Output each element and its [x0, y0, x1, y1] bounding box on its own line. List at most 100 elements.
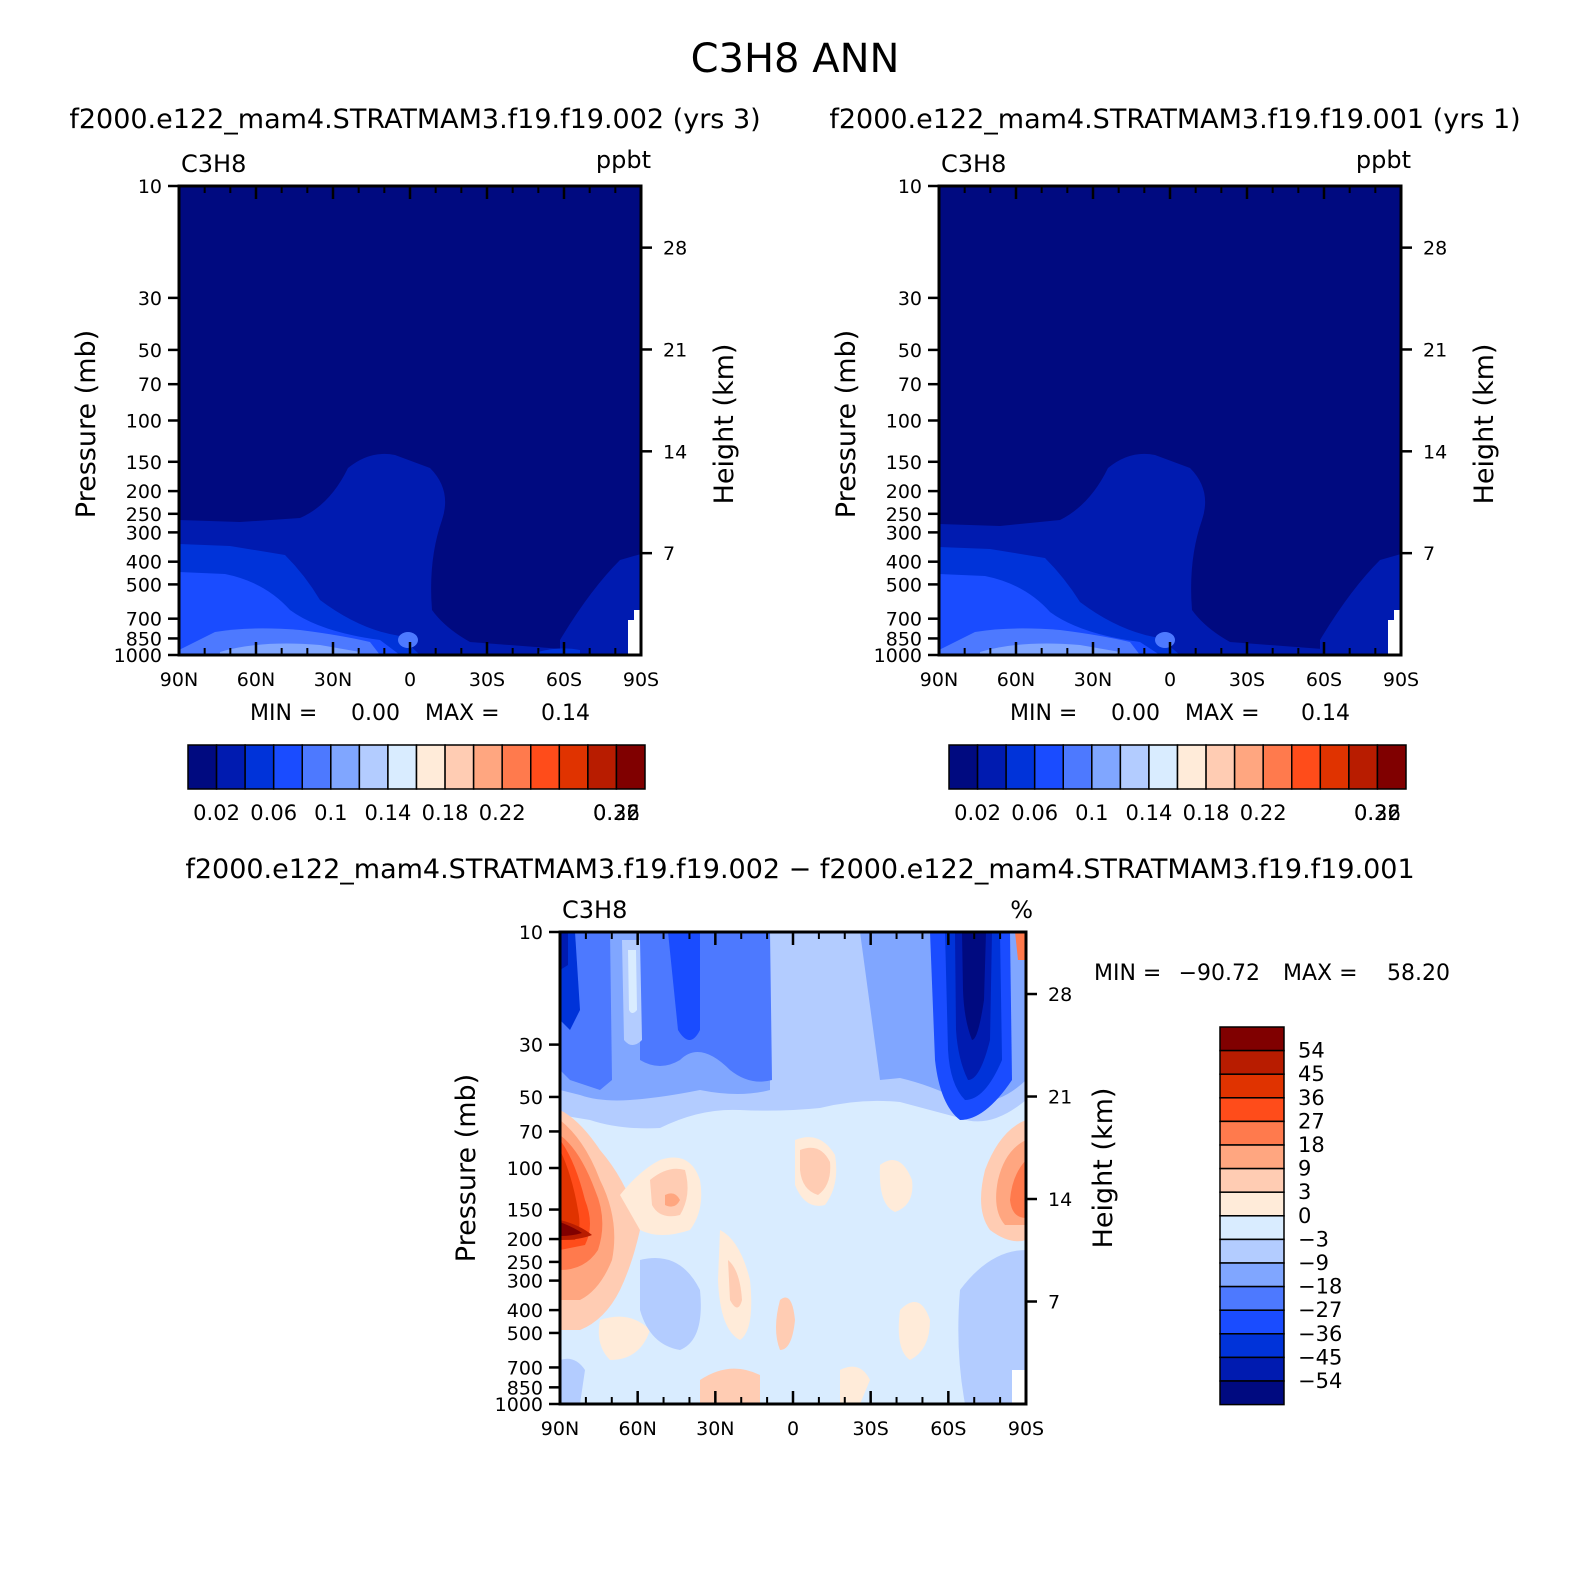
- left-ytick-label: 1000: [114, 645, 162, 667]
- left-xtick-label: 90S: [623, 669, 659, 691]
- right-ytick-label: 50: [898, 340, 922, 362]
- diff-colorbar-label: −36: [1298, 1322, 1342, 1346]
- left-colorbar-swatch: [530, 744, 561, 790]
- left-colorbar-label: 0.32: [593, 801, 640, 825]
- right-colorbar-swatch: [1062, 744, 1093, 790]
- left-colorbar-swatch: [615, 744, 646, 790]
- left-ytick-label: 70: [138, 374, 162, 396]
- diff-xtick-label: 0: [787, 1418, 799, 1440]
- diff-colorbar-label: −9: [1298, 1251, 1329, 1275]
- diff-ytick-label: 1000: [495, 1394, 543, 1416]
- left-xtick-label: 30S: [469, 669, 505, 691]
- right-max-value: 0.14: [1301, 701, 1350, 726]
- diff-ytick-label: 100: [507, 1158, 543, 1180]
- left-xtick-label: 90N: [160, 669, 198, 691]
- left-colorbar-swatch: [301, 744, 332, 790]
- left-colorbar-swatch: [472, 744, 503, 790]
- left-colorbar: 0.02 0.06 0.1 0.14 0.18 0.22 0.260.32: [187, 744, 646, 825]
- diff-colorbar-swatch: [1219, 1167, 1285, 1193]
- right-colorbar: 0.02 0.06 0.1 0.14 0.18 0.22 0.260.32: [948, 744, 1407, 825]
- diff-colorbar-label: −45: [1298, 1345, 1342, 1369]
- right-ytick-label: 500: [886, 574, 922, 596]
- diff-colorbar-label: 54: [1298, 1039, 1325, 1063]
- left-xtick-label: 60N: [237, 669, 275, 691]
- left-ytick-label: 200: [126, 481, 162, 503]
- diff-colorbar-swatch: [1219, 1191, 1285, 1217]
- right-colorbar-label: 0.02: [954, 801, 1001, 825]
- diff-min-label: MIN =: [1094, 961, 1161, 986]
- diff-min-value: −90.72: [1179, 961, 1260, 986]
- left-colorbar-swatch: [215, 744, 246, 790]
- left-colorbar-label: 0.1: [314, 801, 347, 825]
- diff-colorbar-label: 27: [1298, 1109, 1325, 1133]
- left-var-label: C3H8: [181, 150, 246, 178]
- right-colorbar-swatch: [1033, 744, 1064, 790]
- diff-ytick-label: 400: [507, 1300, 543, 1322]
- left-colorbar-swatch: [244, 744, 275, 790]
- diff-ytick-label: 200: [507, 1229, 543, 1251]
- diff-xtick-label: 30S: [853, 1418, 889, 1440]
- diff-colorbar-swatch: [1219, 1285, 1285, 1311]
- left-ytick-label: 300: [126, 522, 162, 544]
- diff-ytick-label: 500: [507, 1323, 543, 1345]
- right-colorbar-swatch: [1376, 744, 1407, 790]
- diff-colorbar-label: −3: [1298, 1227, 1329, 1251]
- diff-colorbar-label: 18: [1298, 1133, 1325, 1157]
- right-ylabel: Pressure (mb): [831, 330, 862, 518]
- right-y2tick-label: 21: [1423, 339, 1447, 361]
- left-ytick-label: 400: [126, 552, 162, 574]
- left-xtick-label: 60S: [546, 669, 582, 691]
- right-ytick-label: 100: [886, 411, 922, 433]
- diff-ytick-label: 850: [507, 1377, 543, 1399]
- right-colorbar-swatch: [1233, 744, 1264, 790]
- left-colorbar-swatch: [387, 744, 418, 790]
- right-ytick-label: 150: [886, 452, 922, 474]
- right-xtick-label: 30S: [1229, 669, 1265, 691]
- right-colorbar-label: 0.1: [1075, 801, 1108, 825]
- right-colorbar-label: 0.18: [1183, 801, 1230, 825]
- diff-ytick-label: 10: [519, 922, 543, 944]
- diff-max-value: 58.20: [1387, 961, 1450, 986]
- left-colorbar-swatch: [501, 744, 532, 790]
- left-panel-title: f2000.e122_mam4.STRATMAM3.f19.f19.002 (y…: [69, 104, 760, 135]
- diff-colorbar-swatch: [1219, 1026, 1285, 1052]
- diff-colorbar-label: −27: [1298, 1298, 1342, 1322]
- diff-ytick-label: 70: [519, 1121, 543, 1143]
- left-ytick-label: 100: [126, 411, 162, 433]
- diff-xtick-label: 60S: [930, 1418, 966, 1440]
- diff-colorbar-label: −54: [1298, 1369, 1342, 1393]
- left-colorbar-swatch: [558, 744, 589, 790]
- right-ytick-label: 850: [886, 628, 922, 650]
- left-colorbar-swatch: [330, 744, 361, 790]
- right-colorbar-swatch: [948, 744, 979, 790]
- left-ylabel: Pressure (mb): [71, 330, 102, 518]
- diff-colorbar-swatch: [1219, 1120, 1285, 1146]
- right-colorbar-swatch: [1091, 744, 1122, 790]
- right-y2label: Height (km): [1469, 344, 1500, 505]
- left-ytick-label: 150: [126, 452, 162, 474]
- diff-colorbar-label: 0: [1298, 1204, 1311, 1228]
- diff-y2tick-label: 28: [1048, 984, 1072, 1006]
- left-colorbar-swatch: [415, 744, 446, 790]
- diff-colorbar-swatch: [1219, 1238, 1285, 1264]
- left-field: [179, 186, 641, 655]
- left-max-label: MAX =: [425, 701, 500, 726]
- diff-max-label: MAX =: [1283, 961, 1358, 986]
- left-colorbar-swatch: [187, 744, 218, 790]
- left-colorbar-label: 0.22: [479, 801, 526, 825]
- right-min-label: MIN =: [1010, 701, 1077, 726]
- left-ytick-label: 50: [138, 340, 162, 362]
- diff-colorbar-swatch: [1219, 1309, 1285, 1335]
- left-ytick-label: 850: [126, 628, 162, 650]
- left-colorbar-label: 0.02: [193, 801, 240, 825]
- right-colorbar-swatch: [1262, 744, 1293, 790]
- diff-colorbar-swatch: [1219, 1262, 1285, 1288]
- right-y2tick-label: 7: [1423, 543, 1435, 565]
- left-min-value: 0.00: [351, 701, 400, 726]
- figure-title: C3H8 ANN: [691, 36, 900, 82]
- diff-colorbar-swatch: [1219, 1380, 1285, 1406]
- diff-colorbar-swatch: [1219, 1333, 1285, 1359]
- left-y2tick-label: 28: [663, 238, 687, 260]
- diff-var-label: C3H8: [562, 896, 627, 924]
